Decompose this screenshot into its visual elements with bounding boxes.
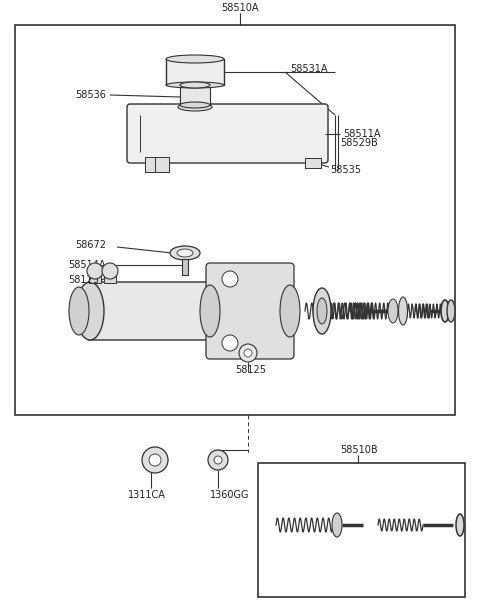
Ellipse shape bbox=[441, 300, 449, 322]
FancyBboxPatch shape bbox=[127, 104, 328, 163]
Text: 58125: 58125 bbox=[235, 365, 266, 375]
Ellipse shape bbox=[280, 285, 300, 337]
Ellipse shape bbox=[69, 287, 89, 335]
Bar bbox=[89, 271, 101, 283]
Bar bbox=[145, 157, 159, 172]
Ellipse shape bbox=[332, 513, 342, 537]
Circle shape bbox=[214, 456, 222, 464]
Circle shape bbox=[222, 335, 238, 351]
Circle shape bbox=[102, 263, 118, 279]
Text: 58535: 58535 bbox=[330, 165, 361, 175]
Ellipse shape bbox=[170, 246, 200, 260]
Text: 58125: 58125 bbox=[68, 275, 99, 285]
Text: 58511A: 58511A bbox=[343, 129, 381, 138]
Ellipse shape bbox=[105, 269, 115, 274]
Ellipse shape bbox=[456, 514, 464, 536]
Text: 58536: 58536 bbox=[75, 90, 106, 100]
Ellipse shape bbox=[398, 297, 408, 325]
Circle shape bbox=[239, 344, 257, 362]
Ellipse shape bbox=[178, 103, 212, 111]
Bar bbox=[258, 463, 465, 597]
Ellipse shape bbox=[177, 249, 193, 257]
Bar bbox=[182, 259, 188, 275]
Bar bbox=[15, 25, 455, 415]
Text: 58510B: 58510B bbox=[340, 445, 378, 455]
Circle shape bbox=[244, 349, 252, 357]
Text: 58514A: 58514A bbox=[68, 260, 106, 270]
Ellipse shape bbox=[166, 82, 224, 88]
Text: 58672: 58672 bbox=[75, 240, 106, 250]
Text: 58531A: 58531A bbox=[290, 64, 327, 74]
Ellipse shape bbox=[180, 82, 210, 88]
Ellipse shape bbox=[447, 300, 455, 322]
Circle shape bbox=[222, 271, 238, 287]
Ellipse shape bbox=[313, 288, 331, 334]
Circle shape bbox=[87, 263, 103, 279]
Circle shape bbox=[208, 450, 228, 470]
Circle shape bbox=[142, 447, 168, 473]
Ellipse shape bbox=[90, 269, 100, 274]
Bar bbox=[305, 158, 321, 168]
Bar bbox=[104, 271, 116, 283]
Ellipse shape bbox=[180, 102, 210, 108]
Text: 1360GG: 1360GG bbox=[210, 490, 250, 500]
Bar bbox=[166, 59, 224, 85]
Ellipse shape bbox=[317, 298, 327, 324]
FancyBboxPatch shape bbox=[206, 263, 294, 359]
FancyBboxPatch shape bbox=[87, 282, 288, 340]
Bar bbox=[180, 85, 210, 105]
Ellipse shape bbox=[200, 285, 220, 337]
Ellipse shape bbox=[76, 282, 104, 340]
Ellipse shape bbox=[388, 299, 398, 323]
Text: 58529B: 58529B bbox=[340, 138, 378, 148]
Text: 58510A: 58510A bbox=[221, 3, 259, 13]
Circle shape bbox=[149, 454, 161, 466]
Ellipse shape bbox=[166, 55, 224, 63]
Bar bbox=[155, 157, 169, 172]
Text: 1311CA: 1311CA bbox=[128, 490, 166, 500]
